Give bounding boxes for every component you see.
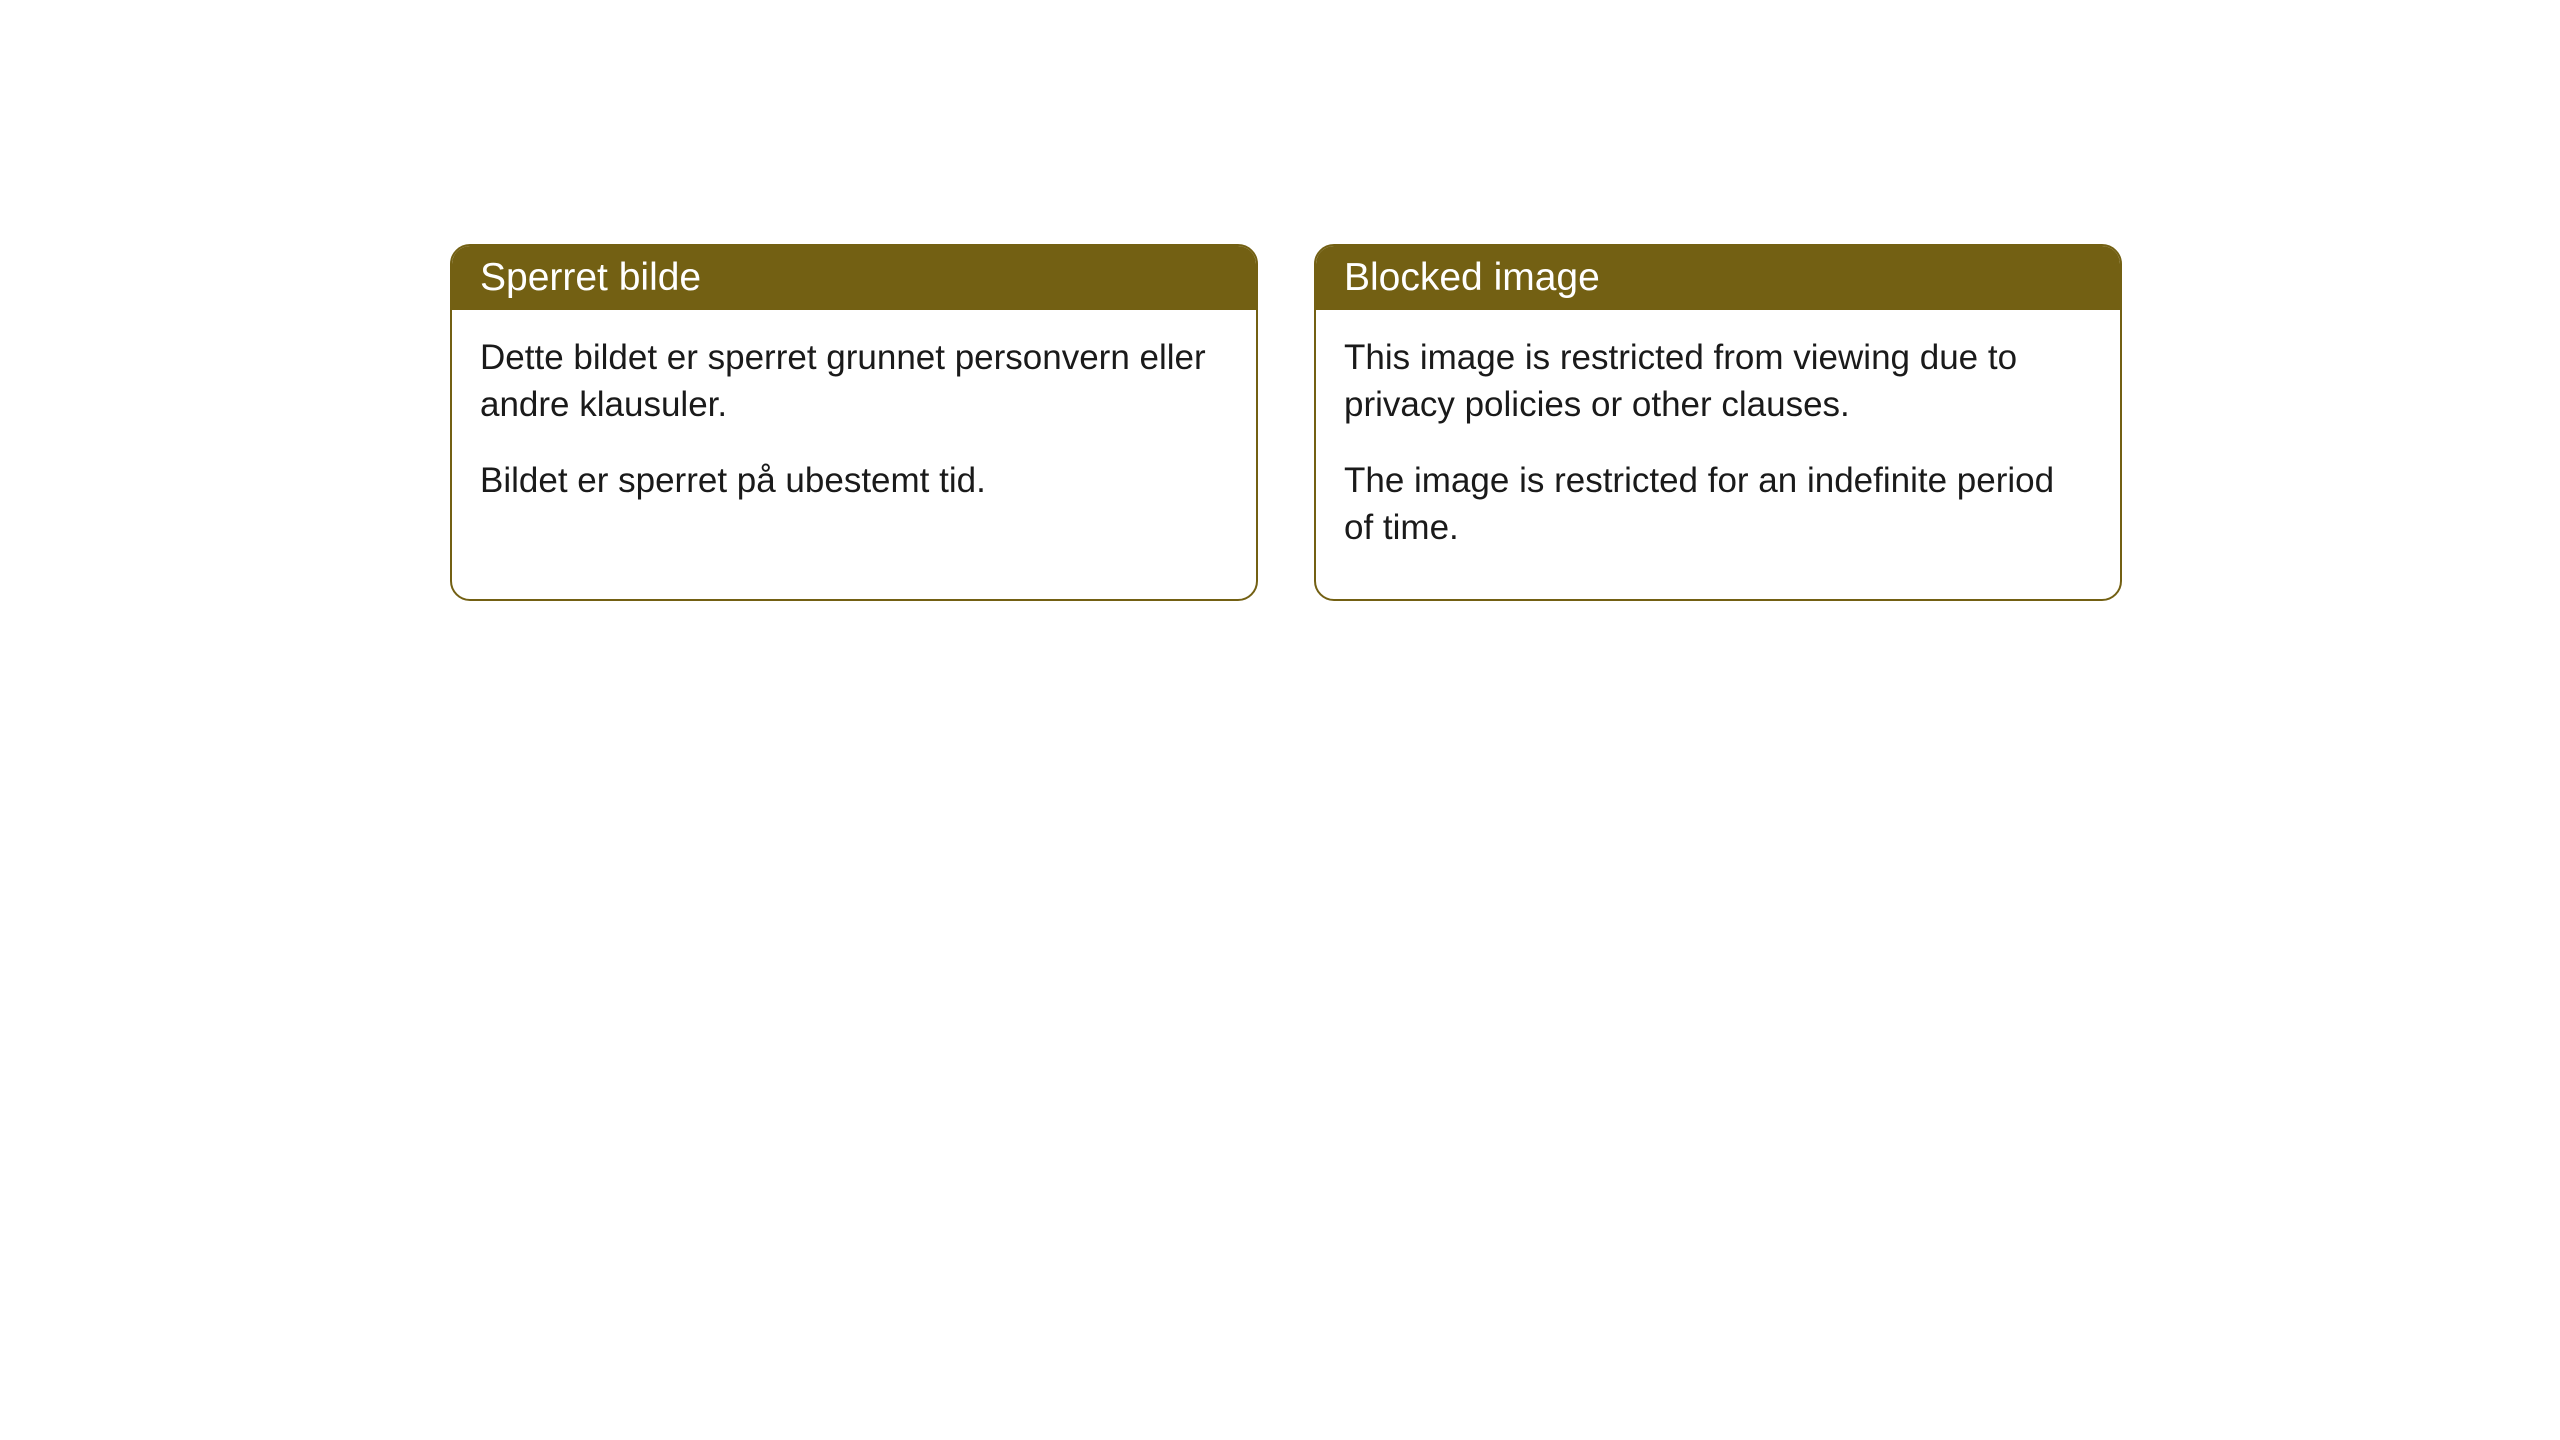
card-text-no-1: Dette bildet er sperret grunnet personve… — [480, 334, 1228, 429]
blocked-image-card-no: Sperret bilde Dette bildet er sperret gr… — [450, 244, 1258, 601]
card-header-no: Sperret bilde — [452, 246, 1256, 310]
notice-cards-container: Sperret bilde Dette bildet er sperret gr… — [450, 244, 2122, 601]
card-header-en: Blocked image — [1316, 246, 2120, 310]
card-text-en-1: This image is restricted from viewing du… — [1344, 334, 2092, 429]
card-text-en-2: The image is restricted for an indefinit… — [1344, 457, 2092, 552]
card-body-no: Dette bildet er sperret grunnet personve… — [452, 310, 1256, 552]
card-text-no-2: Bildet er sperret på ubestemt tid. — [480, 457, 1228, 504]
card-body-en: This image is restricted from viewing du… — [1316, 310, 2120, 599]
blocked-image-card-en: Blocked image This image is restricted f… — [1314, 244, 2122, 601]
